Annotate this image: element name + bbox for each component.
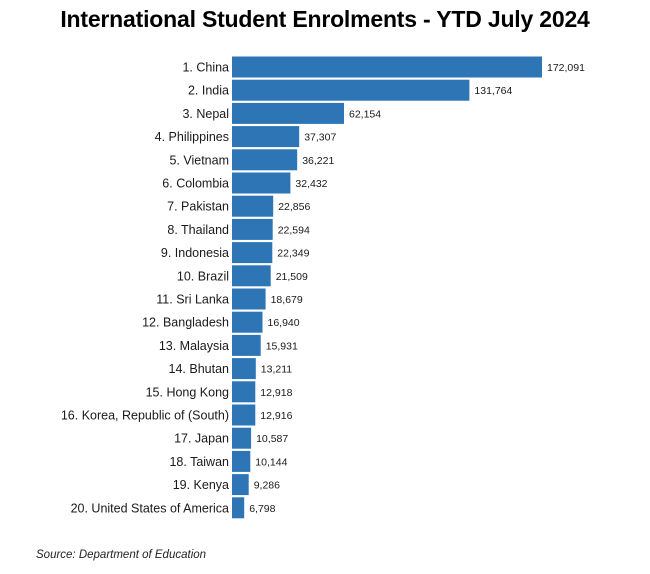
bar: [232, 381, 256, 403]
value-label: 22,856: [278, 201, 310, 213]
bar: [232, 195, 274, 217]
value-label: 16,940: [268, 317, 300, 329]
bar: [232, 218, 273, 240]
bar: [232, 79, 470, 101]
value-label: 22,594: [278, 224, 310, 236]
bar: [232, 450, 251, 472]
value-label: 10,144: [255, 456, 287, 468]
category-label: 2. India: [188, 84, 229, 98]
category-label: 8. Thailand: [167, 223, 229, 237]
value-label: 172,091: [547, 62, 585, 74]
value-label: 12,916: [260, 410, 292, 422]
value-label: 13,211: [261, 364, 292, 376]
category-label: 4. Philippines: [155, 130, 229, 144]
value-label: 9,286: [254, 480, 280, 492]
category-label: 1. China: [182, 61, 229, 75]
category-label: 6. Colombia: [162, 177, 229, 191]
bar: [232, 126, 300, 148]
category-label: 16. Korea, Republic of (South): [61, 409, 229, 423]
category-label: 12. Bangladesh: [142, 316, 229, 330]
category-label: 15. Hong Kong: [146, 385, 229, 399]
category-label: 18. Taiwan: [169, 455, 229, 469]
bar: [232, 56, 542, 78]
bar: [232, 149, 298, 171]
value-label: 10,587: [256, 433, 288, 445]
bar: [232, 404, 256, 426]
bar: [232, 102, 344, 124]
category-label: 14. Bhutan: [169, 362, 230, 376]
value-label: 21,509: [276, 271, 308, 283]
bar: [232, 497, 245, 519]
chart-title: International Student Enrolments - YTD J…: [60, 6, 590, 32]
bar: [232, 474, 249, 496]
bar: [232, 334, 261, 356]
bar: [232, 265, 271, 287]
category-label: 13. Malaysia: [159, 339, 229, 353]
category-label: 11. Sri Lanka: [156, 293, 229, 307]
bar: [232, 358, 256, 380]
bar: [232, 172, 291, 194]
value-label: 131,764: [474, 85, 512, 97]
value-label: 22,349: [277, 248, 309, 260]
value-label: 37,307: [304, 132, 336, 144]
category-label: 9. Indonesia: [161, 246, 229, 260]
value-label: 32,432: [295, 178, 327, 190]
category-label: 19. Kenya: [173, 478, 229, 492]
category-label: 17. Japan: [174, 432, 229, 446]
value-label: 62,154: [349, 108, 381, 120]
category-label: 20. United States of America: [71, 501, 229, 515]
bar: [232, 427, 252, 449]
value-label: 15,931: [266, 340, 298, 352]
category-label: 5. Vietnam: [169, 153, 229, 167]
bar: [232, 311, 263, 333]
category-label: 3. Nepal: [182, 107, 229, 121]
value-label: 18,679: [271, 294, 303, 306]
bar: [232, 288, 266, 310]
bar: [232, 242, 273, 264]
value-label: 12,918: [260, 387, 292, 399]
value-label: 36,221: [302, 155, 334, 167]
value-label: 6,798: [249, 503, 275, 515]
category-label: 10. Brazil: [177, 269, 229, 283]
category-label: 7. Pakistan: [167, 200, 229, 214]
source-note: Source: Department of Education: [36, 549, 207, 561]
